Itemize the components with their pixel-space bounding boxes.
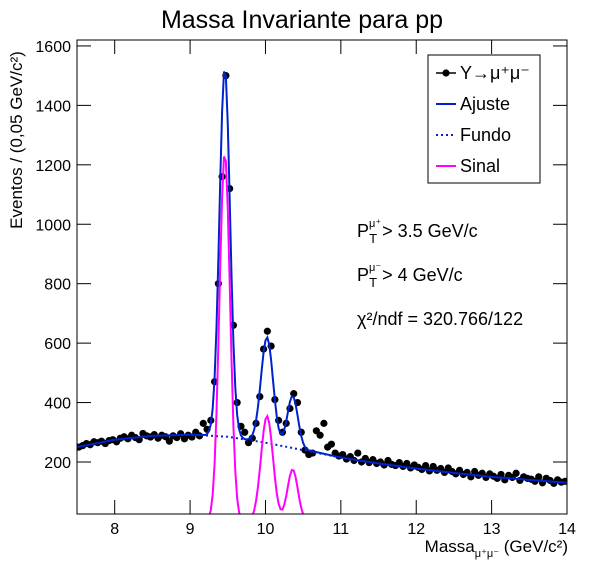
y-tick-label: 1400 [35,98,71,115]
data-point [497,470,505,479]
data-point [320,419,328,427]
legend-swatch [442,69,450,77]
annotation-main: P [357,265,369,285]
data-point [165,437,173,445]
annotation-sub: T [369,231,377,246]
y-axis-label: Eventos / (0,05 GeV/c²) [7,51,26,229]
annotation: Pμ⁻ T > 4 GeV/c [357,262,463,290]
y-tick-label: 200 [44,455,71,472]
data-point [263,327,271,335]
annotation: Pμ⁺ T > 3.5 GeV/c [357,218,478,246]
chart-title: Massa Invariante para pp [161,6,443,34]
data-point [241,428,249,436]
x-axis-label: Massaμ⁺μ⁻ (GeV/c²) [425,537,568,560]
annotation-rest: > 3.5 GeV/c [377,221,478,241]
x-label-rest: (GeV/c²) [499,537,568,556]
legend-label: Sinal [460,156,500,176]
data-point [316,431,324,439]
x-tick-label: 11 [333,521,350,538]
annotation-sup: μ⁻ [369,262,381,274]
y-tick-label: 1200 [35,158,71,175]
legend-box [427,54,541,184]
y-tick-label: 400 [44,396,71,413]
legend-label: Υ→μ⁺μ⁻ [460,63,530,83]
annotation: χ²/ndf = 320.766/122 [357,309,523,329]
frame [76,39,568,515]
data-point [199,419,207,427]
x-tick-label: 8 [110,521,119,538]
plot-area [77,71,567,514]
data-point [422,461,430,470]
y-tick-label: 1600 [35,39,71,56]
x-tick-label: 10 [257,521,275,538]
legend-label: Fundo [460,125,511,145]
annotation-sub: T [369,275,377,290]
annotation-main: P [357,221,369,241]
x-label-main: Massa [425,537,476,556]
y-tick-label: 600 [44,336,71,353]
x-tick-label: 13 [483,521,501,538]
x-label-sub: μ⁺μ⁻ [475,548,499,560]
annotation-sup: μ⁺ [369,218,381,230]
x-tick-label: 14 [558,521,576,538]
curve [77,71,567,484]
annotation-rest: > 4 GeV/c [377,265,463,285]
x-tick-label: 12 [407,521,425,538]
x-tick-label: 9 [186,521,195,538]
data-point [327,440,336,448]
data-point [354,449,362,457]
curve [208,156,305,514]
legend-label: Ajuste [460,94,510,114]
data-point [535,473,543,481]
y-tick-label: 800 [44,277,71,294]
y-tick-label: 1000 [35,217,71,234]
data-point [512,469,520,477]
